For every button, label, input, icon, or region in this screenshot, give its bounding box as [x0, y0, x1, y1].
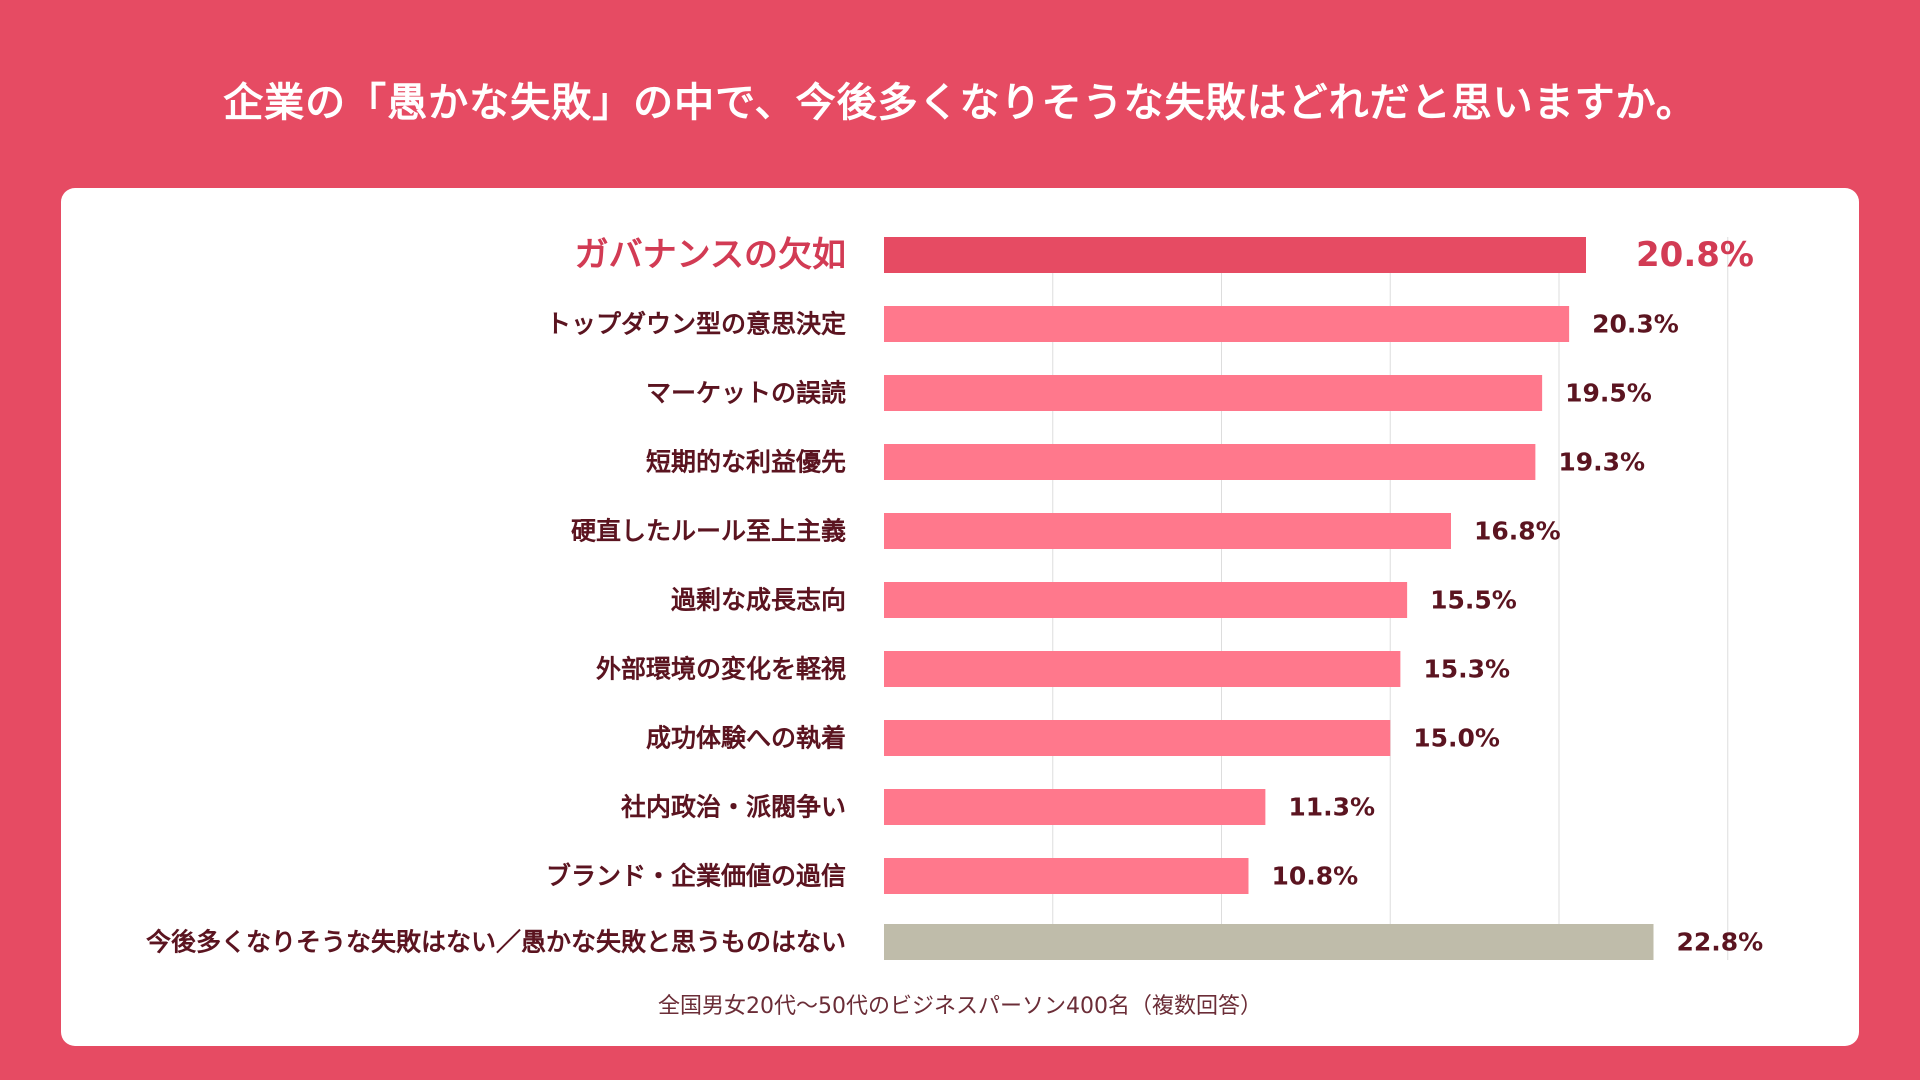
- category-label: 短期的な利益優先: [646, 448, 846, 477]
- category-label: 過剰な成長志向: [671, 586, 846, 615]
- value-label: 20.3%: [1592, 310, 1679, 339]
- value-label: 11.3%: [1288, 793, 1375, 822]
- survey-note: 全国男女20代〜50代のビジネスパーソン400名（複数回答）: [658, 994, 1262, 1019]
- category-label: 外部環境の変化を軽視: [596, 655, 846, 684]
- bar: [884, 375, 1543, 411]
- bar: [884, 444, 1536, 480]
- value-label: 15.0%: [1413, 724, 1500, 753]
- bar: [884, 306, 1570, 342]
- bar: [884, 513, 1451, 549]
- value-label: 16.8%: [1474, 517, 1561, 546]
- category-label: 成功体験への執着: [646, 724, 846, 753]
- page-title: 企業の「愚かな失敗」の中で、今後多くなりそうな失敗はどれだと思いますか。: [223, 80, 1697, 126]
- value-label: 10.8%: [1272, 862, 1359, 891]
- bar: [884, 789, 1266, 825]
- bar-none: [884, 924, 1654, 960]
- category-label: 今後多くなりそうな失敗はない／愚かな失敗と思うものはない: [146, 928, 846, 957]
- category-label: ブランド・企業価値の過信: [546, 862, 846, 891]
- bar: [884, 582, 1408, 618]
- value-label: 19.5%: [1565, 379, 1652, 408]
- category-label: トップダウン型の意思決定: [546, 310, 846, 339]
- category-label: 硬直したルール至上主義: [571, 517, 846, 546]
- value-label: 15.3%: [1423, 655, 1510, 684]
- bar: [884, 858, 1249, 894]
- bar-highlight: [884, 237, 1586, 273]
- category-label: 社内政治・派閥争い: [621, 793, 846, 822]
- value-label: 19.3%: [1558, 448, 1645, 477]
- bar: [884, 720, 1391, 756]
- value-label: 15.5%: [1430, 586, 1517, 615]
- bar: [884, 651, 1401, 687]
- value-label: 22.8%: [1677, 928, 1764, 957]
- category-label: マーケットの誤読: [646, 379, 846, 408]
- value-label: 20.8%: [1636, 235, 1754, 275]
- category-label: ガバナンスの欠如: [575, 235, 846, 275]
